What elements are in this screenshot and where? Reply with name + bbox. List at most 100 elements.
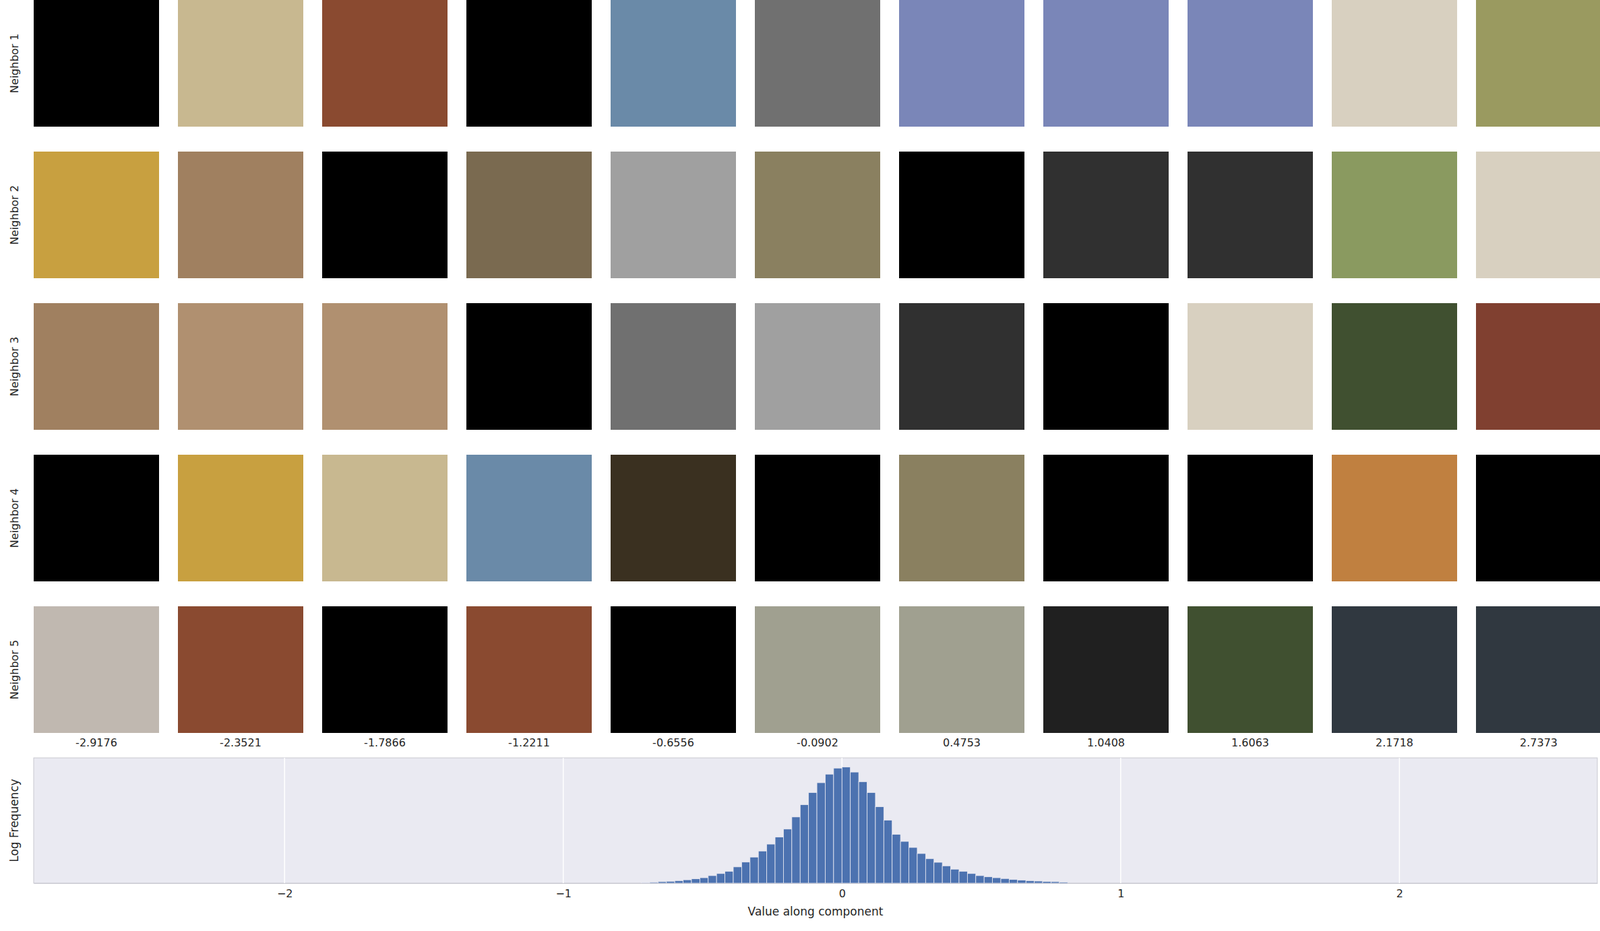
neighbor-image [466,606,592,734]
histogram-bar [1017,880,1026,884]
grid-line [562,758,565,884]
x-tick: 0 [839,883,846,901]
x-tick-label: −2 [277,887,294,901]
histogram-bar [850,772,859,884]
histogram-bar [708,876,717,884]
histogram-bar [766,844,776,884]
neighbor-image [33,606,160,734]
neighbor-image [1043,303,1169,430]
neighbor-image [754,151,881,279]
histogram-bar [824,774,834,884]
column-value: -1.2211 [508,736,550,750]
neighbor-image [33,0,160,127]
histogram-bar [641,882,650,884]
histogram-bar [1008,879,1018,884]
y-axis-title: Log Frequency [7,779,21,863]
neighbor-image [899,151,1025,279]
histogram-bar [816,783,825,884]
x-axis-line [34,883,1598,885]
histogram-bar [1042,882,1051,884]
grid-line [1120,758,1122,884]
histogram-bar [741,862,750,884]
neighbor-image [33,303,160,430]
neighbor-image [899,0,1025,127]
x-tick-label: 2 [1396,887,1404,901]
x-tick: 2 [1396,883,1404,901]
x-tick-label: 0 [839,887,846,901]
neighbor-image [1475,303,1600,430]
row-label: Neighbor 5 [8,640,21,700]
neighbor-image [177,151,304,279]
histogram-bar [733,867,742,884]
row-label: Neighbor 1 [8,33,21,94]
column-value: 0.4753 [942,736,981,750]
x-tick-label: 1 [1117,887,1125,901]
histogram-bar [983,876,993,884]
column-value: -0.6556 [652,736,695,750]
neighbor-image [1475,454,1600,582]
row-label: Neighbor 2 [8,185,21,245]
histogram-bar [959,871,968,884]
neighbor-image [1331,303,1458,430]
histogram-bar [967,874,976,884]
neighbor-image [466,454,592,582]
neighbor-image [322,151,448,279]
neighbor-image [899,606,1025,734]
neighbor-image [177,606,304,734]
histogram-bar [783,829,792,884]
histogram-bar [867,792,876,884]
image-grid: Neighbor 1Neighbor 2Neighbor 3Neighbor 4… [8,0,1600,750]
histogram-bar [808,792,817,884]
neighbor-image [1331,454,1458,582]
neighbor-image [1043,454,1169,582]
histogram-bar [909,847,918,884]
row-label: Neighbor 4 [8,488,21,548]
x-tick: −1 [555,883,572,901]
neighbor-image [322,303,448,430]
column-value: -0.0902 [796,736,839,750]
neighbor-image [33,454,160,582]
histogram-bar [892,834,901,884]
neighbor-image [610,0,736,127]
neighbor-image [754,303,881,430]
neighbor-image [1043,606,1169,734]
x-tick-label: −1 [555,887,572,901]
neighbor-image [754,0,881,127]
histogram-bar [1059,882,1068,884]
histogram-bar [950,869,960,884]
histogram: −2 −1 0 1 2 Value along component Log Frequenc… [7,758,1598,919]
grid-line [1399,758,1401,884]
neighbor-image [610,606,736,734]
histogram-bar [725,871,734,884]
histogram-bar [674,880,683,884]
neighbor-image [1475,151,1600,279]
x-axis-title: Value along component [748,905,884,919]
column-value: 2.1718 [1375,736,1414,750]
figure: Neighbor 1Neighbor 2Neighbor 3Neighbor 4… [0,0,1600,931]
neighbor-image [466,0,592,127]
histogram-bar [800,804,809,884]
neighbor-image [33,151,160,279]
histogram-bar [758,851,767,884]
histogram-bar [833,768,842,884]
column-value: 1.6063 [1231,736,1270,750]
neighbor-image [322,606,448,734]
histogram-bar [942,866,951,884]
histogram-bar [875,807,884,884]
neighbor-image [177,454,304,582]
histogram-bar [699,878,708,884]
neighbor-image [899,454,1025,582]
neighbor-image [1475,0,1600,127]
histogram-bar [1050,882,1059,884]
histogram-bar [683,880,692,884]
neighbor-image [899,303,1025,430]
histogram-bar [1000,878,1009,884]
neighbor-image [1043,151,1169,279]
grid-line [283,758,286,884]
histogram-bar [750,857,759,884]
histogram-bar [775,837,784,884]
histogram-bar [975,876,984,884]
neighbor-image [1043,0,1169,127]
x-tick: −2 [277,883,294,901]
plot-area [33,758,1598,884]
